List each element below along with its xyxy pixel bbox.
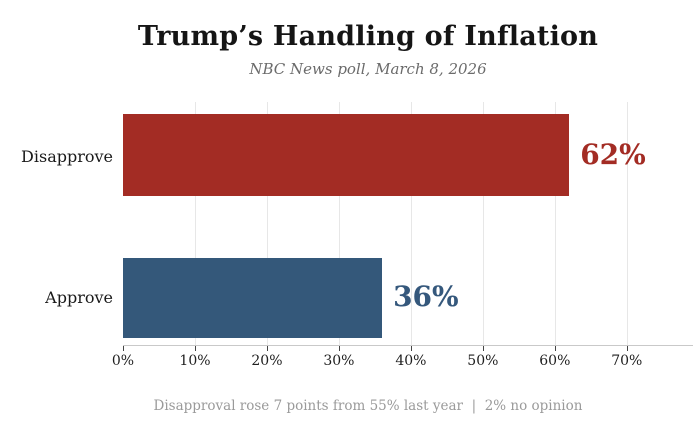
axis-tick bbox=[338, 346, 340, 351]
axis-tick bbox=[554, 346, 556, 351]
bar-approve bbox=[123, 258, 383, 338]
axis-tick-label: 0% bbox=[111, 353, 135, 369]
axis-tick-label: 30% bbox=[323, 353, 355, 369]
gridline bbox=[266, 102, 268, 345]
footnote: Disapproval rose 7 points from 55% last … bbox=[153, 398, 583, 414]
category-label-approve: Approve bbox=[45, 288, 113, 307]
plot-area: 62% 36% bbox=[123, 100, 693, 346]
axis-tick-label: 60% bbox=[539, 353, 571, 369]
axis-tick bbox=[482, 346, 484, 351]
axis-tick-label: 70% bbox=[611, 353, 643, 369]
value-label-disapprove: 62% bbox=[580, 138, 646, 171]
category-label-disapprove: Disapprove bbox=[21, 147, 113, 166]
axis-tick-label: 10% bbox=[179, 353, 211, 369]
axis-tick-label: 20% bbox=[251, 353, 283, 369]
axis-tick bbox=[194, 346, 196, 351]
axis-tick-label: 40% bbox=[395, 353, 427, 369]
axis-tick bbox=[123, 346, 124, 351]
axis-tick bbox=[626, 346, 628, 351]
chart-header: Trump’s Handling of Inflation NBC News p… bbox=[36, 22, 700, 78]
axis-tick-label: 50% bbox=[467, 353, 499, 369]
axis-tick bbox=[266, 346, 268, 351]
x-axis: 0% 10% 20% 30% 40% 50% 60% 70% bbox=[112, 346, 693, 376]
gridline bbox=[410, 102, 412, 345]
value-label-approve: 36% bbox=[393, 280, 459, 313]
axis-tick bbox=[410, 346, 412, 351]
bar-disapprove bbox=[123, 114, 570, 196]
gridline bbox=[338, 102, 340, 345]
chart-subtitle: NBC News poll, March 8, 2026 bbox=[249, 59, 487, 78]
gridline bbox=[482, 102, 484, 345]
gridline bbox=[626, 102, 628, 345]
gridline bbox=[554, 102, 556, 345]
chart-title: Trump’s Handling of Inflation bbox=[137, 21, 599, 52]
gridline bbox=[194, 102, 196, 345]
